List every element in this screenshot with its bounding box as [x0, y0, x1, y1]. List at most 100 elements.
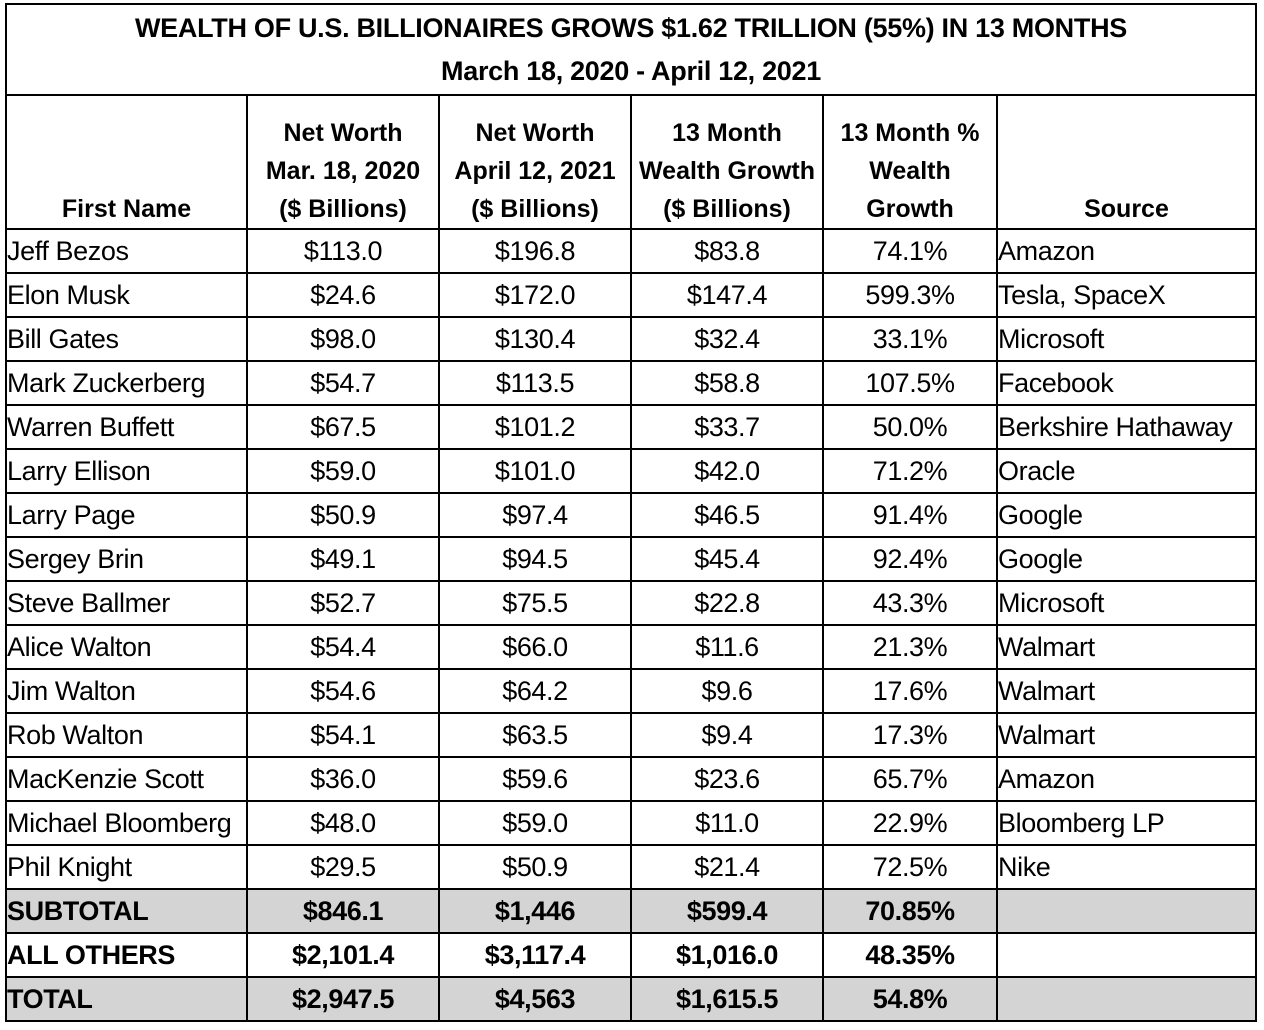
cell-name: ALL OTHERS: [5, 932, 248, 978]
table-row: Warren Buffett $67.5 $101.2 $33.7 50.0% Berks…: [5, 404, 1257, 450]
cell-pct-growth: 43.3%: [822, 580, 998, 626]
cell-net-worth-2021: $130.4: [438, 316, 632, 362]
cell-wealth-growth: $22.8: [630, 580, 824, 626]
cell-wealth-growth: $11.0: [630, 800, 824, 846]
cell-net-worth-2020: $113.0: [246, 228, 440, 274]
cell-source: Walmart: [996, 668, 1257, 714]
cell-net-worth-2021: $97.4: [438, 492, 632, 538]
cell-wealth-growth: $32.4: [630, 316, 824, 362]
table-row: Sergey Brin $49.1 $94.5 $45.4 92.4% Google: [5, 536, 1257, 582]
cell-source: Microsoft: [996, 580, 1257, 626]
cell-net-worth-2020: $29.5: [246, 844, 440, 890]
cell-source: [996, 932, 1257, 978]
table-row: Larry Page $50.9 $97.4 $46.5 91.4% Google: [5, 492, 1257, 538]
cell-name: Alice Walton: [5, 624, 248, 670]
cell-net-worth-2021: $63.5: [438, 712, 632, 758]
cell-name: Sergey Brin: [5, 536, 248, 582]
cell-name: MacKenzie Scott: [5, 756, 248, 802]
cell-net-worth-2021: $64.2: [438, 668, 632, 714]
cell-source: [996, 976, 1257, 1022]
header-first-name: First Name: [5, 94, 248, 230]
table-row: Rob Walton $54.1 $63.5 $9.4 17.3% Walmart: [5, 712, 1257, 758]
cell-net-worth-2020: $24.6: [246, 272, 440, 318]
cell-net-worth-2021: $75.5: [438, 580, 632, 626]
cell-pct-growth: 599.3%: [822, 272, 998, 318]
cell-name: Steve Ballmer: [5, 580, 248, 626]
cell-wealth-growth: $58.8: [630, 360, 824, 406]
table-row: Jim Walton $54.6 $64.2 $9.6 17.6% Walmart: [5, 668, 1257, 714]
cell-name: Bill Gates: [5, 316, 248, 362]
cell-net-worth-2021: $172.0: [438, 272, 632, 318]
cell-source: Microsoft: [996, 316, 1257, 362]
header-wealth-growth: 13 Month Wealth Growth ($ Billions): [630, 94, 824, 230]
cell-wealth-growth: $1,615.5: [630, 976, 824, 1022]
billionaire-wealth-table: WEALTH OF U.S. BILLIONAIRES GROWS $1.62 …: [5, 3, 1257, 1022]
cell-net-worth-2020: $54.4: [246, 624, 440, 670]
header-line: 13 Month %: [840, 119, 980, 147]
cell-name: Michael Bloomberg: [5, 800, 248, 846]
cell-net-worth-2021: $101.0: [438, 448, 632, 494]
cell-pct-growth: 70.85%: [822, 888, 998, 934]
header-line: ($ Billions): [663, 195, 791, 223]
cell-name: SUBTOTAL: [5, 888, 248, 934]
cell-pct-growth: 92.4%: [822, 536, 998, 582]
cell-net-worth-2020: $48.0: [246, 800, 440, 846]
cell-wealth-growth: $599.4: [630, 888, 824, 934]
cell-name: Elon Musk: [5, 272, 248, 318]
table-row: Jeff Bezos $113.0 $196.8 $83.8 74.1% Amazon: [5, 228, 1257, 274]
cell-net-worth-2020: $67.5: [246, 404, 440, 450]
table-row: Elon Musk $24.6 $172.0 $147.4 599.3% Tesla, S…: [5, 272, 1257, 318]
cell-wealth-growth: $11.6: [630, 624, 824, 670]
header-source: Source: [996, 94, 1257, 230]
header-line: ($ Billions): [471, 195, 599, 223]
cell-net-worth-2020: $2,947.5: [246, 976, 440, 1022]
header-line: ($ Billions): [279, 195, 407, 223]
cell-source: Google: [996, 492, 1257, 538]
header-net-worth-2020: Net Worth Mar. 18, 2020 ($ Billions): [246, 94, 440, 230]
cell-net-worth-2020: $49.1: [246, 536, 440, 582]
cell-net-worth-2021: $59.0: [438, 800, 632, 846]
cell-wealth-growth: $9.6: [630, 668, 824, 714]
header-net-worth-2021: Net Worth April 12, 2021 ($ Billions): [438, 94, 632, 230]
table-row: MacKenzie Scott $36.0 $59.6 $23.6 65.7% Amazo…: [5, 756, 1257, 802]
cell-source: Facebook: [996, 360, 1257, 406]
cell-name: Phil Knight: [5, 844, 248, 890]
cell-net-worth-2021: $196.8: [438, 228, 632, 274]
cell-source: Oracle: [996, 448, 1257, 494]
cell-pct-growth: 17.6%: [822, 668, 998, 714]
cell-name: Mark Zuckerberg: [5, 360, 248, 406]
summary-row: SUBTOTAL $846.1 $1,446 $599.4 70.85%: [5, 888, 1257, 934]
cell-net-worth-2020: $50.9: [246, 492, 440, 538]
table-row: Steve Ballmer $52.7 $75.5 $22.8 43.3% Microso…: [5, 580, 1257, 626]
cell-pct-growth: 17.3%: [822, 712, 998, 758]
cell-net-worth-2020: $846.1: [246, 888, 440, 934]
cell-wealth-growth: $42.0: [630, 448, 824, 494]
header-line: Net Worth: [283, 119, 403, 147]
cell-source: [996, 888, 1257, 934]
cell-pct-growth: 33.1%: [822, 316, 998, 362]
cell-pct-growth: 22.9%: [822, 800, 998, 846]
cell-pct-growth: 65.7%: [822, 756, 998, 802]
cell-net-worth-2020: $36.0: [246, 756, 440, 802]
cell-source: Tesla, SpaceX: [996, 272, 1257, 318]
table-title: WEALTH OF U.S. BILLIONAIRES GROWS $1.62 …: [5, 3, 1257, 96]
cell-net-worth-2020: $54.6: [246, 668, 440, 714]
cell-net-worth-2021: $4,563: [438, 976, 632, 1022]
table-row: Larry Ellison $59.0 $101.0 $42.0 71.2% Oracle: [5, 448, 1257, 494]
cell-pct-growth: 71.2%: [822, 448, 998, 494]
cell-net-worth-2020: $59.0: [246, 448, 440, 494]
cell-net-worth-2021: $50.9: [438, 844, 632, 890]
header-line: Source: [1084, 195, 1169, 223]
header-line: 13 Month: [672, 119, 782, 147]
cell-net-worth-2021: $3,117.4: [438, 932, 632, 978]
cell-net-worth-2021: $113.5: [438, 360, 632, 406]
cell-wealth-growth: $46.5: [630, 492, 824, 538]
cell-name: Larry Page: [5, 492, 248, 538]
cell-source: Bloomberg LP: [996, 800, 1257, 846]
table-row: Michael Bloomberg $48.0 $59.0 $11.0 22.9% Blo…: [5, 800, 1257, 846]
header-line: Wealth Growth: [639, 157, 815, 185]
cell-net-worth-2021: $94.5: [438, 536, 632, 582]
cell-source: Google: [996, 536, 1257, 582]
cell-source: Nike: [996, 844, 1257, 890]
cell-net-worth-2020: $52.7: [246, 580, 440, 626]
